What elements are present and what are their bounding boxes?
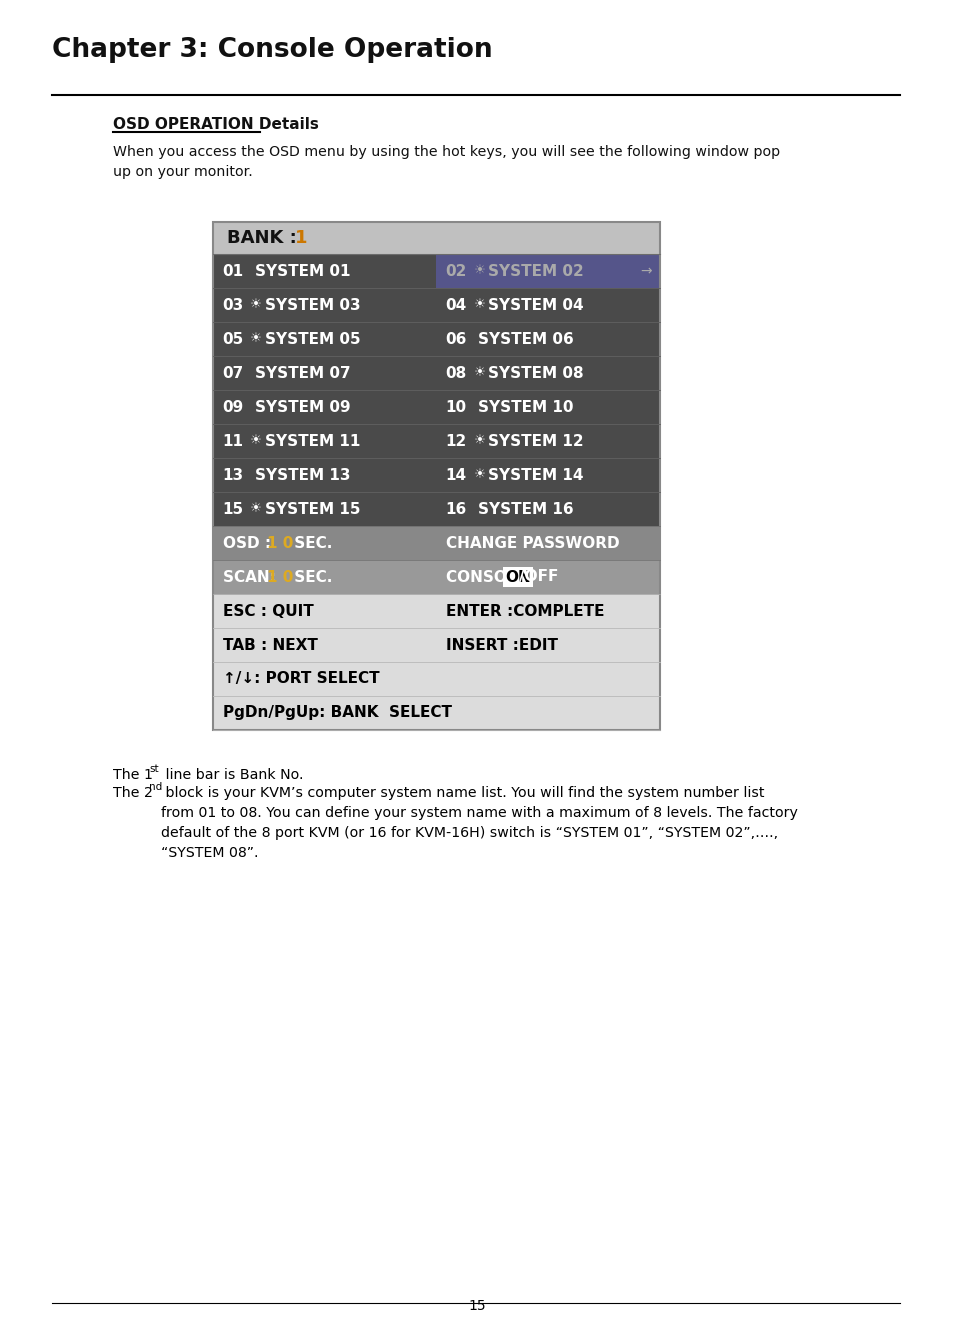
Text: ☀: ☀ bbox=[473, 299, 485, 312]
Text: ☀: ☀ bbox=[250, 333, 262, 345]
Text: 01: 01 bbox=[222, 264, 243, 279]
Text: SYSTEM 06: SYSTEM 06 bbox=[478, 332, 574, 346]
Text: st: st bbox=[149, 764, 158, 774]
Text: OSD OPERATION Details: OSD OPERATION Details bbox=[112, 117, 318, 131]
Text: ESC : QUIT: ESC : QUIT bbox=[223, 604, 314, 618]
FancyBboxPatch shape bbox=[213, 492, 659, 525]
Text: 03: 03 bbox=[222, 297, 243, 312]
FancyBboxPatch shape bbox=[213, 390, 659, 425]
Text: SYSTEM 15: SYSTEM 15 bbox=[265, 502, 360, 516]
Text: 15: 15 bbox=[468, 1299, 485, 1312]
Text: 12: 12 bbox=[445, 434, 466, 449]
FancyBboxPatch shape bbox=[213, 560, 659, 594]
Text: SYSTEM 04: SYSTEM 04 bbox=[488, 297, 583, 312]
FancyBboxPatch shape bbox=[213, 628, 659, 662]
Text: CONSOLE: CONSOLE bbox=[446, 569, 532, 584]
Text: TAB : NEXT: TAB : NEXT bbox=[223, 637, 317, 653]
Text: 16: 16 bbox=[445, 502, 466, 516]
Text: SYSTEM 02: SYSTEM 02 bbox=[488, 264, 583, 279]
FancyBboxPatch shape bbox=[213, 594, 659, 628]
Text: ENTER :COMPLETE: ENTER :COMPLETE bbox=[446, 604, 604, 618]
Text: 1: 1 bbox=[294, 230, 307, 247]
FancyBboxPatch shape bbox=[213, 525, 659, 560]
Text: SEC.: SEC. bbox=[289, 536, 332, 551]
Text: 09: 09 bbox=[222, 399, 243, 414]
FancyBboxPatch shape bbox=[213, 356, 659, 390]
Text: SYSTEM 05: SYSTEM 05 bbox=[265, 332, 360, 346]
FancyBboxPatch shape bbox=[213, 458, 659, 492]
Text: 15: 15 bbox=[222, 502, 243, 516]
Text: SYSTEM 11: SYSTEM 11 bbox=[265, 434, 360, 449]
Text: 10: 10 bbox=[445, 399, 466, 414]
Text: OSD :: OSD : bbox=[223, 536, 276, 551]
Text: →: → bbox=[639, 264, 651, 277]
Text: SYSTEM 12: SYSTEM 12 bbox=[488, 434, 583, 449]
Text: 1 0: 1 0 bbox=[267, 536, 293, 551]
Text: ☀: ☀ bbox=[473, 468, 485, 482]
FancyBboxPatch shape bbox=[213, 322, 659, 356]
Text: 04: 04 bbox=[445, 297, 466, 312]
FancyBboxPatch shape bbox=[213, 288, 659, 322]
Text: 13: 13 bbox=[222, 467, 243, 483]
Text: The 2: The 2 bbox=[112, 786, 152, 800]
Text: BANK :: BANK : bbox=[227, 230, 303, 247]
FancyBboxPatch shape bbox=[213, 253, 436, 288]
Text: ↑/↓: PORT SELECT: ↑/↓: PORT SELECT bbox=[223, 671, 379, 686]
Text: SCAN:: SCAN: bbox=[223, 569, 281, 584]
Text: SYSTEM 01: SYSTEM 01 bbox=[254, 264, 350, 279]
FancyBboxPatch shape bbox=[213, 425, 659, 458]
Text: SEC.: SEC. bbox=[289, 569, 332, 584]
Text: PgDn/PgUp: BANK  SELECT: PgDn/PgUp: BANK SELECT bbox=[223, 706, 452, 721]
Text: nd: nd bbox=[149, 782, 162, 792]
Text: /OFF: /OFF bbox=[519, 569, 558, 584]
Text: INSERT :EDIT: INSERT :EDIT bbox=[446, 637, 558, 653]
Text: 02: 02 bbox=[445, 264, 466, 279]
Text: When you access the OSD menu by using the hot keys, you will see the following w: When you access the OSD menu by using th… bbox=[112, 145, 780, 179]
Text: ☀: ☀ bbox=[250, 299, 262, 312]
Text: SYSTEM 14: SYSTEM 14 bbox=[488, 467, 583, 483]
Text: ☀: ☀ bbox=[473, 434, 485, 447]
FancyBboxPatch shape bbox=[213, 695, 659, 730]
Text: line bar is Bank No.: line bar is Bank No. bbox=[161, 768, 303, 782]
FancyBboxPatch shape bbox=[213, 662, 659, 695]
FancyBboxPatch shape bbox=[436, 253, 659, 288]
Text: SYSTEM 16: SYSTEM 16 bbox=[478, 502, 574, 516]
Text: ☀: ☀ bbox=[250, 503, 262, 515]
Text: SYSTEM 10: SYSTEM 10 bbox=[478, 399, 574, 414]
Text: ☀: ☀ bbox=[473, 264, 485, 277]
Text: SYSTEM 07: SYSTEM 07 bbox=[254, 365, 351, 381]
Text: 1 0: 1 0 bbox=[267, 569, 293, 584]
Text: ☀: ☀ bbox=[250, 434, 262, 447]
Text: ☀: ☀ bbox=[473, 366, 485, 380]
Text: Chapter 3: Console Operation: Chapter 3: Console Operation bbox=[52, 37, 492, 62]
Text: SYSTEM 08: SYSTEM 08 bbox=[488, 365, 583, 381]
Text: 05: 05 bbox=[222, 332, 243, 346]
Text: 14: 14 bbox=[445, 467, 466, 483]
Text: SYSTEM 13: SYSTEM 13 bbox=[254, 467, 350, 483]
Text: 08: 08 bbox=[445, 365, 466, 381]
Text: SYSTEM 09: SYSTEM 09 bbox=[254, 399, 351, 414]
Text: 11: 11 bbox=[222, 434, 243, 449]
Text: block is your KVM’s computer system name list. You will find the system number l: block is your KVM’s computer system name… bbox=[161, 786, 797, 860]
Text: ON: ON bbox=[504, 569, 530, 584]
Text: The 1: The 1 bbox=[112, 768, 152, 782]
Text: 06: 06 bbox=[445, 332, 466, 346]
Text: 07: 07 bbox=[222, 365, 243, 381]
FancyBboxPatch shape bbox=[213, 222, 659, 253]
Text: SYSTEM 03: SYSTEM 03 bbox=[265, 297, 360, 312]
Text: CHANGE PASSWORD: CHANGE PASSWORD bbox=[446, 536, 619, 551]
